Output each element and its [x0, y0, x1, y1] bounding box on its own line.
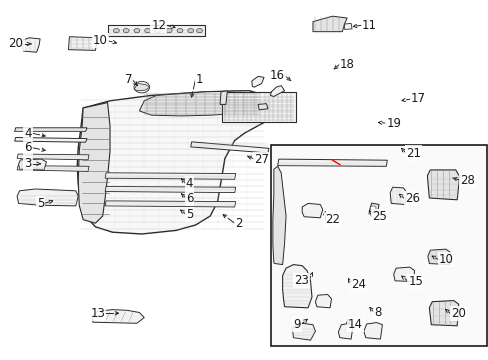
Text: 20: 20: [9, 37, 23, 50]
Text: 16: 16: [269, 69, 284, 82]
Polygon shape: [277, 159, 386, 166]
Polygon shape: [15, 128, 87, 131]
Polygon shape: [428, 301, 458, 326]
Text: 8: 8: [373, 306, 381, 319]
Polygon shape: [272, 166, 285, 265]
Circle shape: [123, 28, 129, 33]
Text: 11: 11: [361, 19, 376, 32]
Text: 18: 18: [339, 58, 354, 71]
Text: 5: 5: [185, 208, 193, 221]
Bar: [271, 145, 486, 346]
Polygon shape: [344, 23, 351, 30]
Text: 2: 2: [234, 217, 242, 230]
Polygon shape: [134, 84, 149, 91]
Polygon shape: [15, 138, 87, 142]
Circle shape: [369, 206, 375, 210]
Polygon shape: [292, 323, 315, 340]
Circle shape: [134, 28, 140, 33]
Text: 10: 10: [93, 34, 107, 47]
Text: 20: 20: [450, 307, 465, 320]
Polygon shape: [258, 104, 267, 110]
Circle shape: [138, 84, 145, 90]
Polygon shape: [427, 170, 459, 200]
Text: 14: 14: [347, 318, 363, 331]
Text: 5: 5: [37, 197, 44, 210]
Polygon shape: [393, 267, 414, 282]
Text: 10: 10: [438, 253, 453, 266]
Text: 9: 9: [293, 318, 300, 331]
Polygon shape: [105, 201, 235, 207]
Text: 24: 24: [350, 278, 366, 291]
Polygon shape: [139, 91, 261, 116]
Circle shape: [113, 28, 119, 33]
Text: 17: 17: [410, 93, 425, 105]
Text: 4: 4: [185, 177, 193, 190]
Text: 27: 27: [254, 153, 269, 166]
Text: 26: 26: [404, 192, 419, 205]
Text: 21: 21: [405, 147, 420, 159]
Polygon shape: [22, 38, 40, 52]
Polygon shape: [78, 103, 110, 223]
Text: 3: 3: [24, 157, 32, 170]
Polygon shape: [77, 91, 266, 234]
Text: 12: 12: [151, 19, 166, 32]
Text: 13: 13: [90, 307, 105, 320]
Polygon shape: [338, 323, 352, 339]
Polygon shape: [282, 265, 311, 308]
Polygon shape: [389, 187, 406, 204]
Polygon shape: [427, 249, 450, 265]
Circle shape: [166, 28, 172, 33]
Polygon shape: [17, 154, 89, 160]
Circle shape: [187, 28, 193, 33]
Polygon shape: [302, 203, 322, 218]
Polygon shape: [270, 86, 284, 96]
Polygon shape: [68, 37, 98, 50]
Polygon shape: [315, 294, 331, 308]
Circle shape: [177, 28, 183, 33]
Text: 25: 25: [371, 210, 386, 223]
Polygon shape: [363, 323, 382, 339]
Text: 6: 6: [185, 192, 193, 204]
Polygon shape: [368, 203, 378, 213]
Polygon shape: [17, 189, 78, 206]
Polygon shape: [17, 166, 89, 171]
Polygon shape: [92, 310, 144, 323]
Bar: [107, 25, 205, 36]
Polygon shape: [251, 76, 264, 87]
Polygon shape: [312, 16, 346, 32]
Text: 23: 23: [294, 274, 308, 287]
Text: 1: 1: [195, 73, 203, 86]
Text: 7: 7: [124, 73, 132, 86]
Polygon shape: [105, 173, 235, 179]
Text: 19: 19: [386, 117, 401, 130]
Circle shape: [154, 28, 160, 33]
Polygon shape: [105, 186, 235, 193]
Text: 28: 28: [459, 174, 473, 186]
Polygon shape: [19, 159, 46, 170]
Text: 4: 4: [24, 127, 32, 140]
Polygon shape: [220, 91, 227, 104]
Circle shape: [134, 81, 149, 93]
Circle shape: [196, 28, 202, 33]
Text: 6: 6: [24, 141, 32, 154]
Text: 15: 15: [407, 275, 422, 288]
Polygon shape: [190, 142, 268, 153]
Bar: [222, 92, 295, 122]
Text: 22: 22: [325, 213, 340, 226]
Circle shape: [144, 28, 150, 33]
